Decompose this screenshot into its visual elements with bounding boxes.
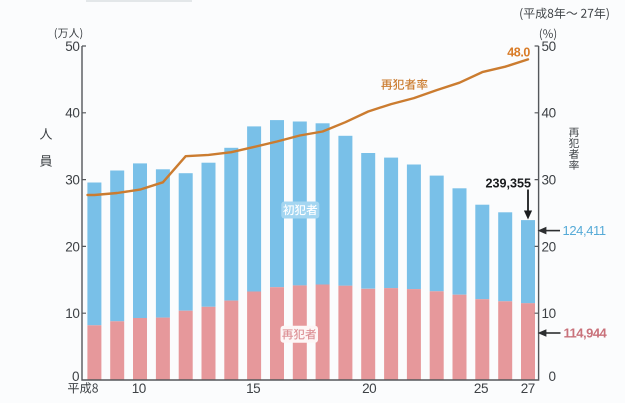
svg-text:10: 10 <box>542 306 556 321</box>
svg-text:114,944: 114,944 <box>564 325 608 340</box>
svg-text:10: 10 <box>65 306 79 321</box>
svg-text:25: 25 <box>474 381 488 396</box>
svg-text:48.0: 48.0 <box>507 46 530 60</box>
svg-text:0: 0 <box>549 369 557 384</box>
svg-text:40: 40 <box>65 106 79 121</box>
svg-text:0: 0 <box>72 369 80 384</box>
svg-text:50: 50 <box>542 39 556 54</box>
svg-text:30: 30 <box>542 173 556 188</box>
svg-text:20: 20 <box>542 239 556 254</box>
svg-text:20: 20 <box>65 239 79 254</box>
svg-text:124,411: 124,411 <box>563 223 606 238</box>
svg-text:10: 10 <box>132 381 146 396</box>
svg-text:239,355: 239,355 <box>485 176 531 190</box>
svg-text:30: 30 <box>65 173 79 188</box>
svg-text:40: 40 <box>542 106 556 121</box>
svg-text:27: 27 <box>521 381 535 396</box>
svg-text:20: 20 <box>362 381 376 396</box>
svg-text:15: 15 <box>246 381 260 396</box>
svg-text:50: 50 <box>65 39 79 54</box>
